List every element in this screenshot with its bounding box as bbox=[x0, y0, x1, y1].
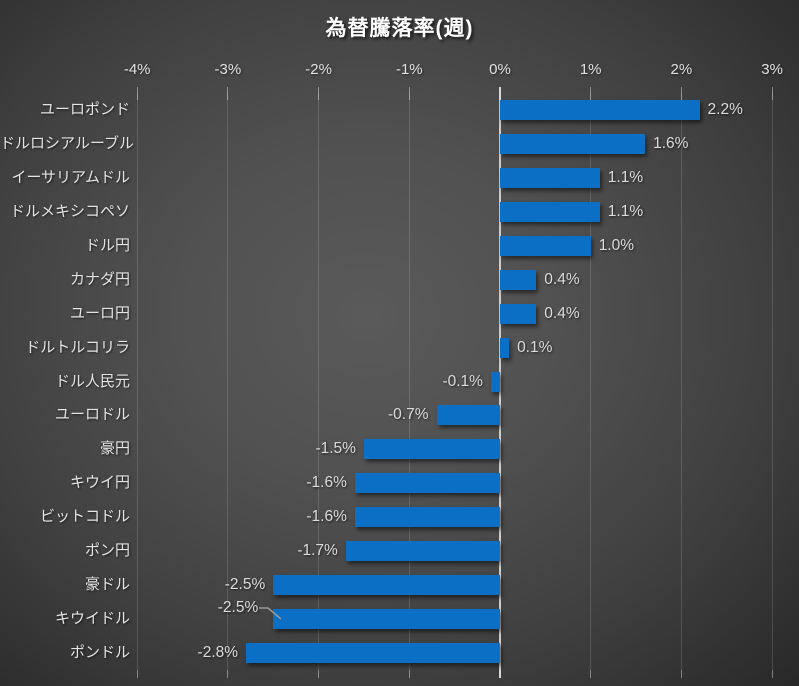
chart-title: 為替騰落率(週) bbox=[325, 17, 474, 40]
value-label: 1.6% bbox=[653, 134, 689, 152]
bar bbox=[500, 201, 600, 222]
x-axis-tick-bottom bbox=[408, 670, 410, 678]
x-axis-tick-label: -2% bbox=[305, 61, 332, 78]
bar bbox=[273, 575, 500, 596]
x-axis-tick-top bbox=[499, 87, 501, 100]
value-label: -2.8% bbox=[197, 644, 239, 662]
value-label: -0.1% bbox=[442, 372, 483, 390]
x-axis-tick-label: -1% bbox=[395, 61, 423, 78]
bar bbox=[354, 507, 500, 528]
category-label: イーサリアムドル bbox=[11, 168, 130, 186]
bar bbox=[500, 167, 600, 188]
x-axis-tick-label: -4% bbox=[123, 61, 151, 78]
leader-line bbox=[259, 607, 282, 620]
x-axis-tick-top bbox=[590, 87, 592, 100]
category-label: ドルロシアルーブル bbox=[0, 134, 134, 152]
x-axis-tick-bottom bbox=[590, 670, 592, 678]
x-axis-tick-top bbox=[227, 87, 229, 100]
category-label: ポン円 bbox=[84, 542, 130, 560]
value-label: -2.5% bbox=[224, 576, 266, 594]
bar bbox=[500, 337, 510, 358]
category-label: キウイドル bbox=[54, 610, 130, 628]
bar bbox=[500, 133, 646, 154]
category-label: ドル人民元 bbox=[54, 372, 130, 390]
bar bbox=[500, 100, 700, 120]
value-label: -1.6% bbox=[306, 474, 347, 492]
category-label: ユーロドル bbox=[54, 406, 130, 424]
gridline bbox=[318, 93, 320, 670]
bar bbox=[500, 269, 537, 290]
value-label: 0.4% bbox=[544, 304, 580, 322]
category-label: カナダ円 bbox=[69, 270, 130, 288]
value-label: -2.5% bbox=[217, 599, 259, 617]
value-label: 0.1% bbox=[517, 338, 553, 356]
zero-axis-line bbox=[499, 87, 501, 672]
category-label: ユーロ円 bbox=[69, 304, 130, 322]
x-axis-tick-label: 0% bbox=[489, 61, 511, 78]
x-axis-tick-bottom bbox=[136, 670, 138, 678]
x-axis-tick-top bbox=[771, 87, 773, 100]
value-label: 2.2% bbox=[707, 101, 743, 118]
category-label: ユーロポンド bbox=[39, 101, 130, 118]
gridline bbox=[771, 93, 773, 670]
category-label: 豪円 bbox=[99, 440, 130, 458]
value-label: 1.1% bbox=[607, 168, 644, 186]
bar bbox=[500, 235, 591, 256]
bar bbox=[500, 303, 537, 324]
bar bbox=[345, 541, 500, 562]
gridline bbox=[680, 93, 682, 670]
value-label: 1.1% bbox=[607, 202, 644, 220]
bar bbox=[436, 405, 500, 426]
category-label: ポンドル bbox=[69, 644, 130, 662]
x-axis-tick-top bbox=[680, 87, 682, 100]
x-axis-tick-label: 3% bbox=[761, 61, 783, 78]
x-axis-tick-label: 2% bbox=[670, 61, 693, 78]
category-label: キウイ円 bbox=[69, 474, 130, 492]
x-axis-tick-bottom bbox=[318, 670, 320, 678]
gridline bbox=[408, 93, 410, 670]
category-label: ドル円 bbox=[84, 236, 130, 254]
value-label: 0.4% bbox=[544, 270, 580, 288]
value-label: -1.5% bbox=[315, 440, 356, 458]
x-axis-tick-bottom bbox=[227, 670, 229, 678]
gridline bbox=[136, 93, 138, 670]
x-axis-tick-bottom bbox=[771, 670, 773, 678]
x-axis-tick-bottom bbox=[680, 670, 682, 678]
value-label: -1.7% bbox=[297, 542, 338, 560]
value-label: -0.7% bbox=[388, 406, 429, 424]
bar bbox=[354, 473, 500, 494]
category-label: ビットコドル bbox=[39, 508, 130, 526]
x-axis-tick-label: 1% bbox=[579, 61, 602, 78]
category-label: ドルトルコリラ bbox=[25, 338, 130, 356]
bar bbox=[363, 439, 500, 460]
category-label: ドルメキシコペソ bbox=[9, 202, 130, 220]
value-label: 1.0% bbox=[598, 236, 635, 254]
gridline bbox=[590, 93, 592, 670]
bar bbox=[490, 371, 500, 392]
x-axis-tick-bottom bbox=[499, 670, 501, 678]
x-axis-tick-top bbox=[408, 87, 410, 100]
category-label: 豪ドル bbox=[84, 576, 130, 594]
x-axis-tick-top bbox=[136, 87, 138, 100]
x-axis-tick-top bbox=[318, 87, 320, 100]
x-axis-tick-label: -3% bbox=[214, 61, 242, 78]
gridline bbox=[227, 93, 229, 670]
value-label: -1.6% bbox=[306, 508, 347, 526]
bar bbox=[273, 609, 500, 630]
bar bbox=[246, 643, 500, 664]
